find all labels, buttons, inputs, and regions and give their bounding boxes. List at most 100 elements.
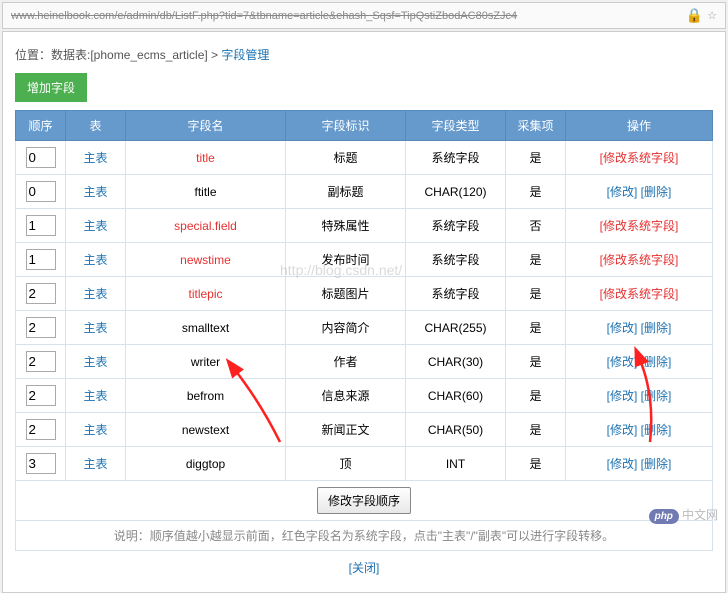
cell-name: smalltext	[126, 311, 286, 345]
order-input[interactable]	[26, 147, 56, 168]
breadcrumb: 位置：数据表:[phome_ecms_article] > 字段管理	[15, 40, 713, 69]
edit-link[interactable]: [修改]	[607, 389, 638, 403]
field-name: newstext	[182, 423, 229, 437]
order-input[interactable]	[26, 385, 56, 406]
cell-type: 系统字段	[406, 243, 506, 277]
edit-system-field-link[interactable]: [修改系统字段]	[600, 287, 679, 301]
note-text: 说明：顺序值越小越显示前面，红色字段名为系统字段，点击"主表"/"副表"可以进行…	[16, 521, 713, 551]
delete-link[interactable]: [删除]	[641, 389, 672, 403]
close-link-container: [关闭]	[15, 551, 713, 584]
cell-label: 标题	[286, 141, 406, 175]
edit-link[interactable]: [修改]	[607, 321, 638, 335]
cell-type: CHAR(50)	[406, 413, 506, 447]
cell-type: 系统字段	[406, 141, 506, 175]
cell-name: ftitle	[126, 175, 286, 209]
th-label: 字段标识	[286, 111, 406, 141]
cell-action: [修改] [删除]	[566, 175, 713, 209]
cell-table: 主表	[66, 209, 126, 243]
field-name: special.field	[174, 219, 237, 233]
table-link[interactable]: 主表	[83, 355, 107, 369]
cell-type: 系统字段	[406, 209, 506, 243]
table-link[interactable]: 主表	[83, 151, 107, 165]
edit-link[interactable]: [修改]	[607, 355, 638, 369]
note-row: 说明：顺序值越小越显示前面，红色字段名为系统字段，点击"主表"/"副表"可以进行…	[16, 521, 713, 551]
th-action: 操作	[566, 111, 713, 141]
cell-label: 副标题	[286, 175, 406, 209]
order-input[interactable]	[26, 249, 56, 270]
cell-table: 主表	[66, 311, 126, 345]
update-order-button[interactable]: 修改字段顺序	[317, 487, 411, 514]
cell-label: 发布时间	[286, 243, 406, 277]
field-name: writer	[191, 355, 220, 369]
table-link[interactable]: 主表	[83, 389, 107, 403]
cell-collect: 是	[506, 141, 566, 175]
cell-order	[16, 243, 66, 277]
table-row: 主表 title标题系统字段是 [修改系统字段]	[16, 141, 713, 175]
field-name: titlepic	[188, 287, 222, 301]
breadcrumb-prefix: 位置：数据表:[	[15, 48, 94, 62]
cell-action: [修改系统字段]	[566, 141, 713, 175]
table-link[interactable]: 主表	[83, 185, 107, 199]
order-input[interactable]	[26, 215, 56, 236]
cell-collect: 否	[506, 209, 566, 243]
table-link[interactable]: 主表	[83, 457, 107, 471]
table-row: 主表newstime发布时间系统字段是[修改系统字段]	[16, 243, 713, 277]
cell-action: [修改] [删除]	[566, 447, 713, 481]
table-link[interactable]: 主表	[83, 287, 107, 301]
order-input[interactable]	[26, 283, 56, 304]
cell-order	[16, 209, 66, 243]
cell-order	[16, 277, 66, 311]
close-link[interactable]: [关闭]	[349, 561, 380, 575]
cell-table: 主表	[66, 277, 126, 311]
breadcrumb-current[interactable]: 字段管理	[221, 48, 269, 62]
edit-system-field-link[interactable]: [修改系统字段]	[600, 219, 679, 233]
th-name: 字段名	[126, 111, 286, 141]
cell-collect: 是	[506, 243, 566, 277]
delete-link[interactable]: [删除]	[641, 185, 672, 199]
bookmark-star-icon[interactable]: ☆	[707, 9, 717, 22]
cell-name: title	[126, 141, 286, 175]
order-input[interactable]	[26, 351, 56, 372]
cell-collect: 是	[506, 175, 566, 209]
delete-link[interactable]: [删除]	[641, 457, 672, 471]
cell-order	[16, 345, 66, 379]
cell-table: 主表	[66, 413, 126, 447]
cell-table: 主表	[66, 447, 126, 481]
edit-link[interactable]: [修改]	[607, 457, 638, 471]
edit-link[interactable]: [修改]	[607, 423, 638, 437]
table-link[interactable]: 主表	[83, 253, 107, 267]
table-link[interactable]: 主表	[83, 219, 107, 233]
edit-link[interactable]: [修改]	[607, 185, 638, 199]
cell-collect: 是	[506, 311, 566, 345]
cell-name: newstext	[126, 413, 286, 447]
order-input[interactable]	[26, 419, 56, 440]
cell-table: 主表	[66, 175, 126, 209]
field-name: smalltext	[182, 321, 229, 335]
field-name: diggtop	[186, 457, 225, 471]
breadcrumb-table: phome_ecms_article	[94, 48, 205, 62]
order-input[interactable]	[26, 453, 56, 474]
field-name: ftitle	[194, 185, 216, 199]
add-field-button[interactable]: 增加字段	[15, 73, 87, 102]
cell-order	[16, 413, 66, 447]
delete-link[interactable]: [删除]	[641, 355, 672, 369]
delete-link[interactable]: [删除]	[641, 423, 672, 437]
delete-link[interactable]: [删除]	[641, 321, 672, 335]
cell-type: CHAR(60)	[406, 379, 506, 413]
url-text: www.heinelbook.com/e/admin/db/ListF.php?…	[11, 10, 682, 22]
order-input[interactable]	[26, 181, 56, 202]
cell-label: 作者	[286, 345, 406, 379]
cell-action: [修改] [删除]	[566, 345, 713, 379]
cell-label: 信息来源	[286, 379, 406, 413]
edit-system-field-link[interactable]: [修改系统字段]	[600, 151, 679, 165]
table-row: 主表newstext新闻正文CHAR(50)是[修改] [删除]	[16, 413, 713, 447]
cell-type: INT	[406, 447, 506, 481]
edit-system-field-link[interactable]: [修改系统字段]	[600, 253, 679, 267]
order-input[interactable]	[26, 317, 56, 338]
cell-action: [修改系统字段]	[566, 243, 713, 277]
submit-row: 修改字段顺序	[16, 481, 713, 521]
cell-type: CHAR(255)	[406, 311, 506, 345]
table-link[interactable]: 主表	[83, 423, 107, 437]
th-type: 字段类型	[406, 111, 506, 141]
table-link[interactable]: 主表	[83, 321, 107, 335]
